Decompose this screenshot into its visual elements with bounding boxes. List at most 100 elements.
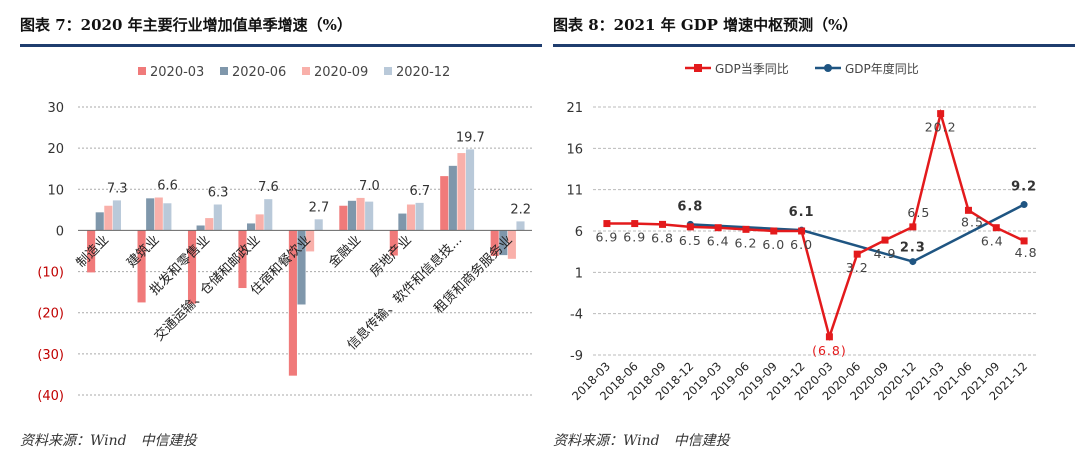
right-source-note: 资料来源：Wind 中信建投	[553, 430, 730, 450]
data-label-quarterly: 6.9	[595, 230, 618, 245]
y-tick-label: -9	[570, 349, 583, 364]
y-tick-label: (20)	[37, 307, 64, 322]
data-label-quarterly: 6.0	[790, 237, 813, 252]
y-tick-label: 10	[47, 183, 64, 198]
bar-2020-12-3	[264, 199, 272, 230]
bar-2020-06-2	[197, 225, 205, 230]
bar-2020-06-1	[146, 198, 154, 230]
point-annual	[909, 258, 916, 265]
y-tick-label: 20	[47, 142, 64, 157]
y-tick-label: 0	[56, 224, 64, 239]
y-tick-label: 6	[575, 225, 583, 240]
point-quarterly	[909, 223, 916, 230]
data-label: 6.3	[208, 186, 229, 201]
data-label: 19.7	[456, 130, 485, 145]
bar-2020-03-7	[440, 176, 448, 230]
bar-2020-12-4	[315, 219, 323, 230]
line-chart: GDP当季同比 GDP年度同比21161161-4-92018-032018-06…	[553, 52, 1075, 422]
right-chart-panel: 图表 8：2021 年 GDP 增速中枢预测（%） GDP当季同比 GDP年度同比…	[553, 0, 1075, 461]
bar-2020-12-5	[365, 202, 373, 231]
y-tick-label: (10)	[37, 266, 64, 281]
bar-2020-09-0	[104, 206, 112, 231]
data-label-quarterly: 3.2	[846, 260, 869, 275]
legend-swatch-2020-09	[302, 67, 310, 75]
y-tick-label: -4	[570, 308, 583, 323]
bar-2020-06-7	[449, 166, 457, 231]
y-tick-label: 21	[566, 101, 583, 116]
legend-label-2020-12: 2020-12	[396, 65, 450, 80]
point-quarterly	[715, 224, 722, 231]
point-quarterly	[742, 226, 749, 233]
legend-label-2020-09: 2020-09	[314, 65, 368, 80]
point-quarterly	[937, 110, 944, 117]
bar-2020-06-0	[96, 212, 104, 230]
data-label-annual: 6.8	[677, 199, 703, 214]
data-label-quarterly: 6.5	[679, 233, 702, 248]
point-quarterly	[687, 223, 694, 230]
right-title-rule	[553, 44, 1075, 47]
point-quarterly	[854, 251, 861, 258]
legend-label-quarterly: GDP当季同比	[715, 62, 789, 76]
data-label-quarterly: 4.8	[1015, 245, 1038, 260]
bar-2020-12-0	[113, 200, 121, 230]
right-chart-title: 图表 8：2021 年 GDP 增速中枢预测（%）	[553, 14, 857, 35]
point-quarterly	[659, 221, 666, 228]
data-label-quarterly: 6.0	[762, 237, 785, 252]
data-label: 7.3	[107, 181, 128, 196]
left-title-rule	[20, 44, 542, 47]
data-label-quarterly: (6.8)	[812, 343, 847, 358]
bar-2020-12-8	[516, 221, 524, 230]
point-annual	[1021, 201, 1028, 208]
legend-swatch-2020-06	[220, 67, 228, 75]
point-quarterly	[631, 220, 638, 227]
point-quarterly	[826, 333, 833, 340]
bar-2020-09-1	[155, 198, 163, 231]
bar-2020-12-6	[416, 203, 424, 231]
legend-label-2020-06: 2020-06	[232, 65, 286, 80]
legend-label-2020-03: 2020-03	[150, 65, 204, 80]
left-source-note: 资料来源：Wind 中信建投	[20, 430, 197, 450]
y-tick-label: 1	[575, 266, 583, 281]
data-label-quarterly: 6.4	[981, 234, 1004, 249]
bar-2020-09-5	[357, 198, 365, 231]
data-label-quarterly: 6.9	[623, 230, 646, 245]
category-label: 金融业	[325, 232, 364, 271]
bar-2020-09-6	[407, 205, 415, 231]
y-tick-label: 11	[566, 184, 583, 199]
y-tick-label: 16	[566, 142, 583, 157]
data-label: 6.6	[157, 179, 178, 194]
point-quarterly	[965, 207, 972, 214]
data-label-quarterly: 20.2	[925, 120, 957, 135]
left-chart-title: 图表 7：2020 年主要行业增加值单季增速（%）	[20, 14, 352, 35]
bar-2020-12-7	[466, 149, 474, 230]
bar-2020-09-7	[457, 153, 465, 230]
bar-2020-06-6	[398, 214, 406, 231]
data-label: 2.7	[309, 200, 330, 215]
point-quarterly	[993, 224, 1000, 231]
bar-2020-12-2	[214, 205, 222, 231]
data-label-quarterly: 6.8	[651, 230, 674, 245]
data-label: 6.7	[410, 184, 431, 199]
legend-marker-annual	[824, 64, 832, 72]
data-label-annual: 9.2	[1011, 180, 1037, 195]
data-label-quarterly: 6.2	[735, 235, 758, 250]
data-label-quarterly: 6.5	[907, 205, 930, 220]
bar-2020-06-3	[247, 223, 255, 230]
data-label-annual: 2.3	[900, 241, 926, 256]
bar-2020-06-5	[348, 201, 356, 231]
data-label-quarterly: 6.4	[707, 234, 730, 249]
y-tick-label: (40)	[37, 389, 64, 404]
left-chart-panel: 图表 7：2020 年主要行业增加值单季增速（%） 2020-03 2020-06…	[20, 0, 542, 461]
bar-2020-03-5	[339, 206, 347, 231]
point-quarterly	[882, 237, 889, 244]
bar-2020-12-1	[163, 203, 171, 230]
data-label-quarterly: 8.5	[961, 214, 984, 229]
point-quarterly	[603, 220, 610, 227]
bar-chart: 2020-03 2020-06 2020-09 2020-12 30 20 10 0 (10) (…	[20, 52, 542, 422]
data-label: 2.2	[510, 202, 531, 217]
legend-marker-quarterly	[694, 64, 702, 72]
legend-swatch-2020-12	[384, 67, 392, 75]
data-label: 7.0	[359, 179, 380, 194]
point-quarterly	[798, 228, 805, 235]
legend-label-annual: GDP年度同比	[845, 61, 919, 76]
